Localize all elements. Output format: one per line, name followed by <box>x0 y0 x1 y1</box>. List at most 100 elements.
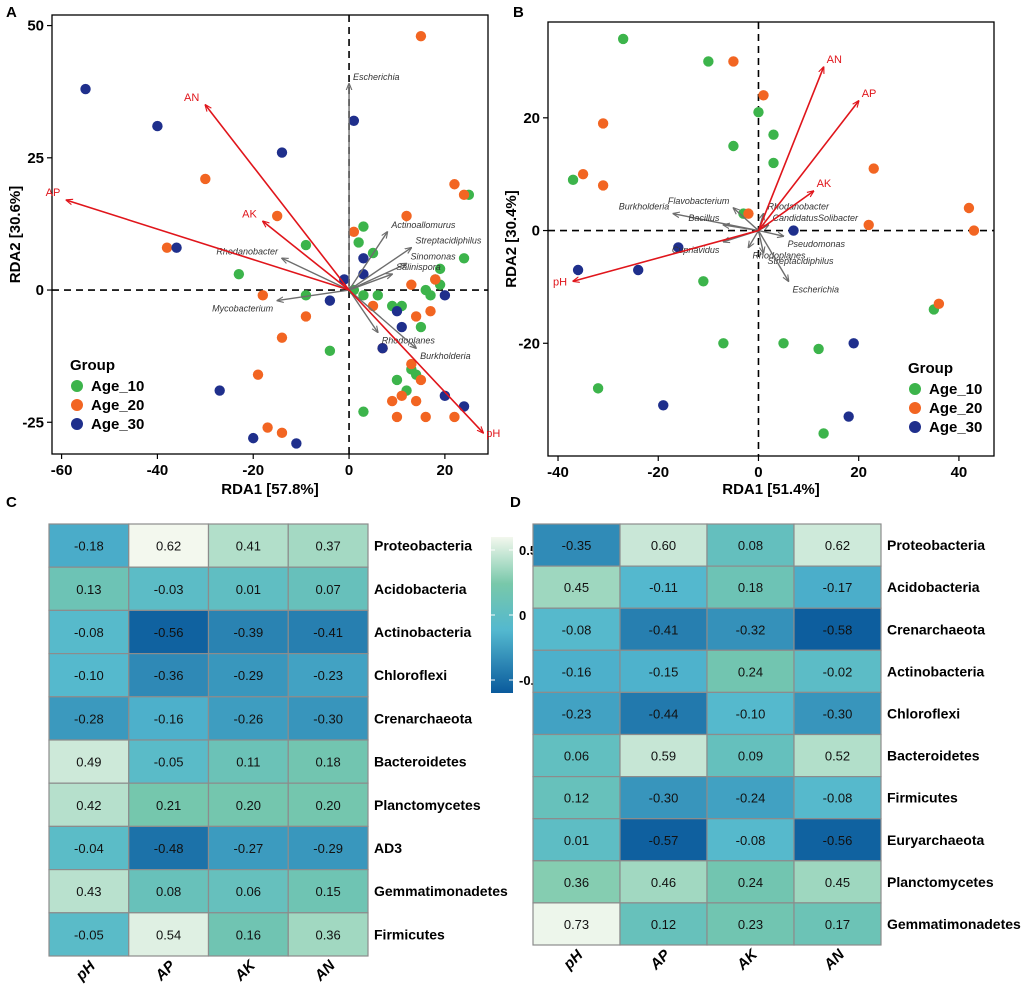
point-age-30 <box>152 120 163 132</box>
heat-cell <box>287 566 369 612</box>
heat-cell-value: -0.26 <box>234 711 264 726</box>
heat-cell-value: -0.18 <box>74 539 104 554</box>
genus-label-bacillus: Bacillus <box>688 213 720 223</box>
heat-cell-value: -0.57 <box>649 833 679 848</box>
env-arrow-ap <box>66 200 350 291</box>
row-label-acidobacteria: Acidobacteria <box>374 581 467 597</box>
heat-cell-value: 0.06 <box>236 884 261 899</box>
genus-arrow-sinomonas <box>348 264 406 291</box>
row-label-proteobacteria: Proteobacteria <box>887 537 985 553</box>
heat-cell-value: -0.30 <box>823 706 853 721</box>
heat-cell-value: -0.30 <box>313 711 343 726</box>
heat-cell <box>48 782 130 828</box>
env-arrow-an <box>757 67 823 231</box>
heat-cell-value: 0.18 <box>315 755 340 770</box>
genus-arrow-bacillus <box>723 225 759 232</box>
point-age-20 <box>401 210 412 222</box>
heat-cell <box>207 566 289 612</box>
heat-cell <box>619 902 708 946</box>
heat-cell-value: -0.44 <box>649 706 679 721</box>
heat-cell-value: 0.24 <box>738 875 763 890</box>
heat-cell-value: 0.36 <box>564 875 589 890</box>
env-arrow-ph <box>573 229 759 282</box>
column-label-an: AN <box>311 956 340 984</box>
point-age-20 <box>391 411 403 423</box>
legend-title: Group <box>908 360 953 377</box>
row-label-crenarchaeota: Crenarchaeota <box>887 621 985 637</box>
genus-label-escherichia: Escherichia <box>353 72 400 82</box>
heat-cell-value: -0.27 <box>234 841 264 856</box>
heat-cell <box>619 649 708 693</box>
env-label-ap: AP <box>862 88 877 100</box>
heat-cell-value: -0.41 <box>313 625 343 640</box>
row-label-planctomycetes: Planctomycetes <box>887 874 994 890</box>
legend-swatch-age-20 <box>71 399 83 411</box>
heat-cell <box>793 860 882 904</box>
heat-cell <box>48 912 130 957</box>
heat-cell <box>793 649 882 693</box>
point-age-20 <box>276 332 288 343</box>
heat-cell-value: 0.49 <box>76 755 101 770</box>
genus-label-streptacidiphilus: Streptacidiphilus <box>767 256 834 266</box>
heat-cell <box>207 739 289 784</box>
heat-cell-value: -0.28 <box>74 711 104 726</box>
heat-cell-value: 0.24 <box>738 664 763 679</box>
heat-cell <box>287 523 369 568</box>
point-age-20 <box>276 427 288 439</box>
point-age-20 <box>420 411 431 423</box>
y-axis-title: RDA2 [30.6%] <box>7 186 24 284</box>
point-age-20 <box>410 311 422 322</box>
point-age-20 <box>758 90 769 101</box>
heat-cell-value: -0.35 <box>562 538 592 553</box>
genus-arrow-flavobacterium <box>733 208 759 232</box>
genus-label-escherichia: Escherichia <box>793 284 840 294</box>
heat-cell-value: 0.62 <box>825 538 850 553</box>
point-age-10 <box>358 290 369 301</box>
panel-letter-b: B <box>513 4 524 21</box>
env-label-ap: AP <box>46 187 61 199</box>
genus-arrow-rhodoplanes <box>348 289 378 332</box>
heat-cell <box>287 912 369 957</box>
heat-cell-value: 0.15 <box>315 884 340 899</box>
point-age-30 <box>291 438 302 449</box>
y-tick-label: 50 <box>27 18 44 35</box>
point-age-10 <box>768 129 779 140</box>
column-label-an: AN <box>820 945 849 974</box>
column-label-ph: pH <box>560 946 588 974</box>
heat-cell <box>128 825 210 871</box>
heat-cell <box>287 652 369 698</box>
heat-cell-value: 0.59 <box>651 749 676 764</box>
point-age-20 <box>597 118 609 129</box>
point-age-30 <box>572 264 584 276</box>
point-age-30 <box>439 290 451 301</box>
heat-cell <box>706 733 795 778</box>
genus-label-pseudomonas: Pseudomonas <box>788 239 846 249</box>
column-label-ph: pH <box>72 957 100 984</box>
point-age-30 <box>214 385 225 396</box>
panel-a-rda-plot: A -60 -40 -20 0 20 -25 0 25 50 RDA1 [57.8%] RDA2 [3… <box>6 4 500 498</box>
heat-cell-value: 0.11 <box>236 755 260 770</box>
heat-cell-value: 0.36 <box>315 927 340 942</box>
legend-swatch-age-30 <box>71 418 83 430</box>
point-age-10 <box>818 428 829 439</box>
heat-cell-value: -0.08 <box>823 791 853 806</box>
row-label-chloroflexi: Chloroflexi <box>374 667 447 683</box>
column-label-ak: AK <box>231 956 260 984</box>
point-age-30 <box>358 253 369 264</box>
heat-cell-value: -0.36 <box>154 668 184 683</box>
point-age-30 <box>658 400 669 411</box>
x-axis-title: RDA1 [57.8%] <box>221 481 319 498</box>
panel-letter-a: A <box>6 4 17 21</box>
heat-cell-value: -0.58 <box>823 622 853 637</box>
row-label-bacteroidetes: Bacteroidetes <box>374 754 467 770</box>
genus-arrow-streptacidiphilus <box>757 230 763 254</box>
x-tick-label: -60 <box>51 462 73 479</box>
heat-cell <box>532 818 621 862</box>
point-age-20 <box>458 189 470 201</box>
env-arrow-ak <box>758 191 813 232</box>
heat-cell-value: 0.46 <box>651 875 676 890</box>
x-tick-label: 40 <box>951 464 968 481</box>
heat-cell-value: -0.04 <box>74 841 104 856</box>
heat-cell-value: 0.08 <box>738 538 763 553</box>
point-age-10 <box>391 374 403 386</box>
